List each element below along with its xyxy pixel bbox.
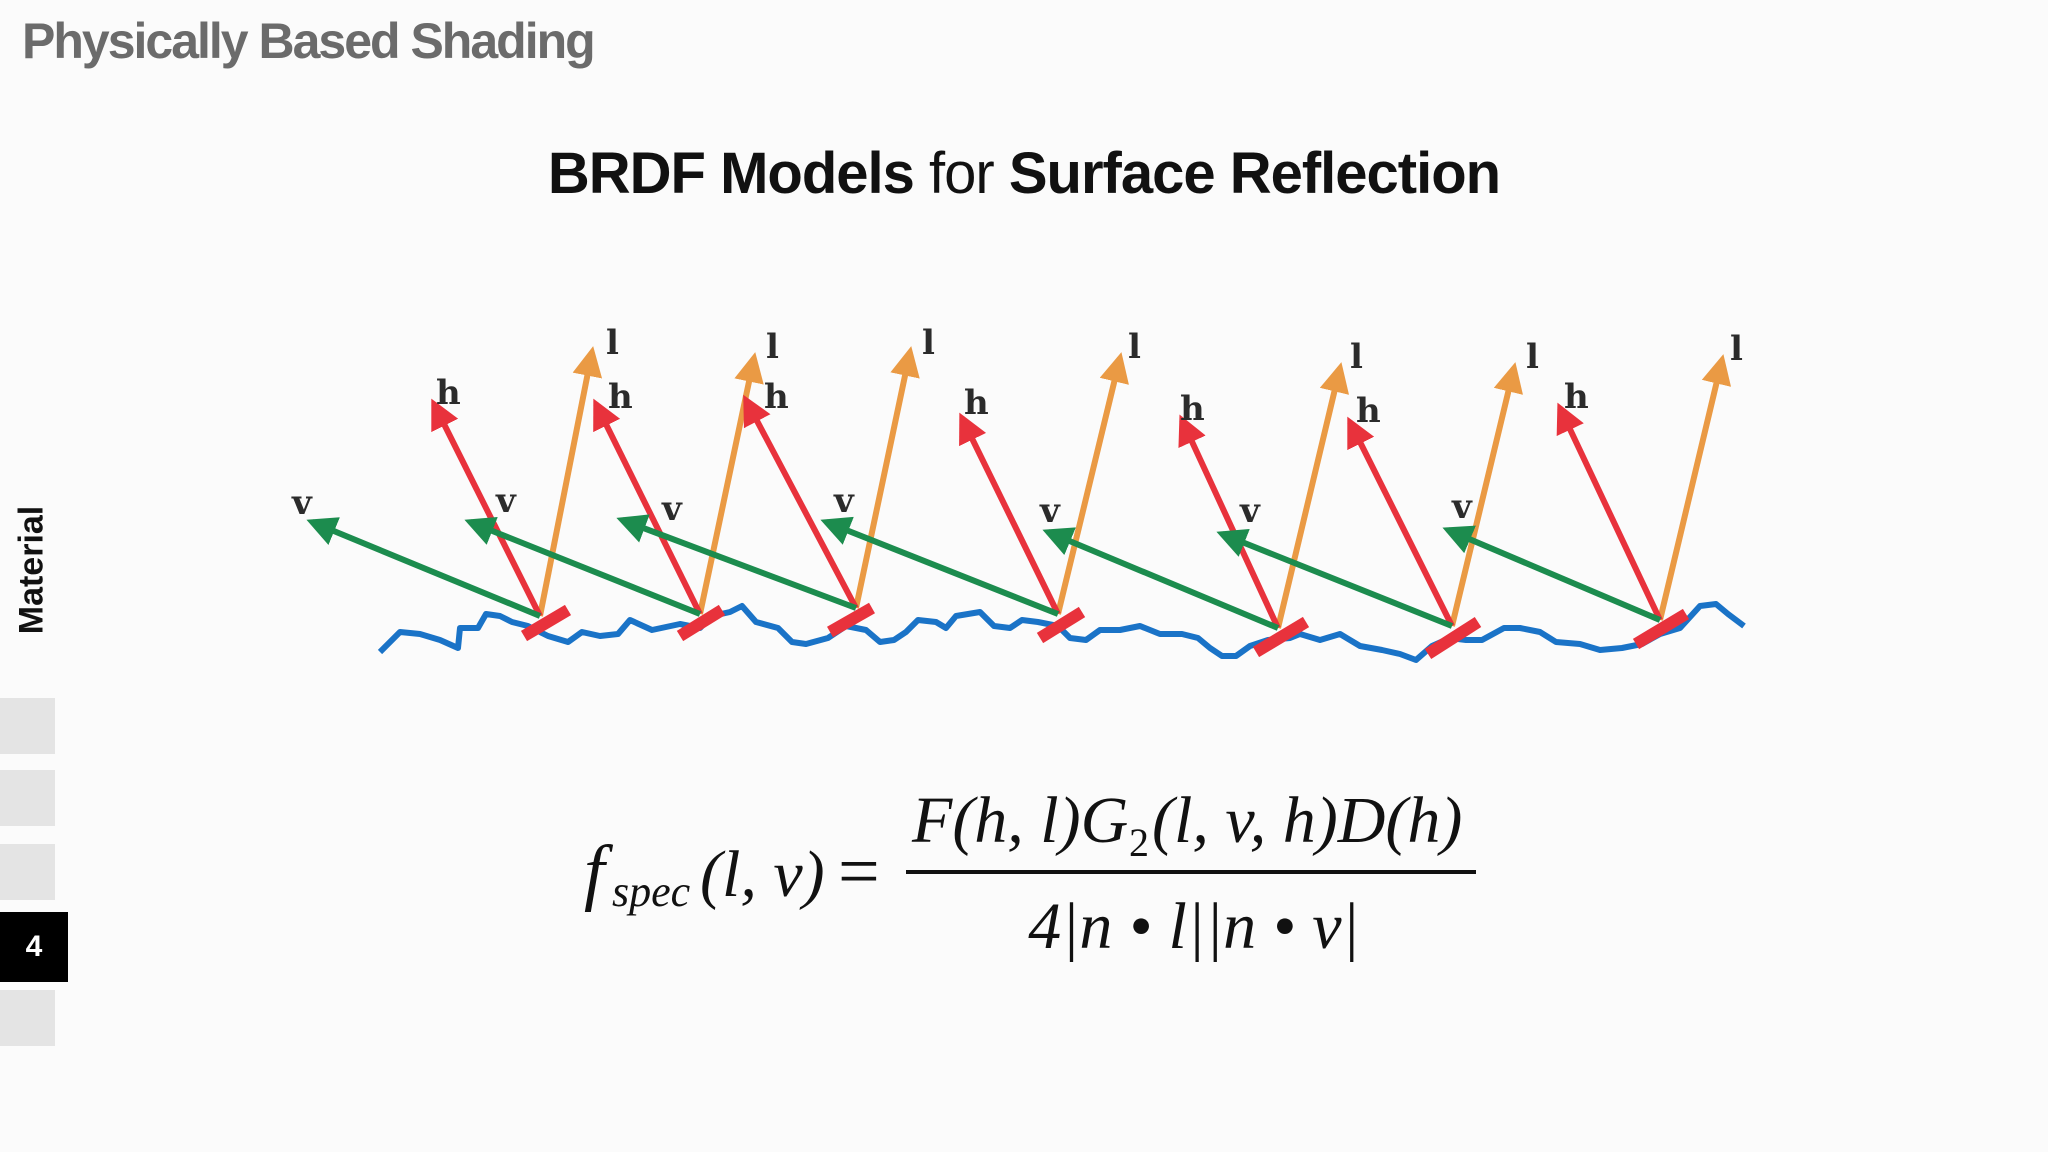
- view-vector-7: [1442, 525, 1662, 623]
- label-v-2: v: [495, 481, 517, 521]
- view-vector-1: [306, 517, 542, 619]
- half-vector-5: [1178, 414, 1281, 630]
- equation-numerator-rest: (l, v, h)D(h): [1152, 784, 1462, 857]
- light-vector-1: [537, 346, 603, 617]
- light-vector-5: [1275, 362, 1350, 629]
- microfacets: [520, 602, 1690, 660]
- label-l-2: l: [766, 327, 779, 367]
- label-l-7: l: [1730, 329, 1743, 369]
- facet-4: [1036, 606, 1086, 644]
- slide-title: BRDF Models for Surface Reflection: [0, 140, 2048, 207]
- title-part-surface: Surface Reflection: [1008, 141, 1501, 206]
- label-v-5: v: [1039, 491, 1061, 531]
- equation-equals: =: [838, 831, 880, 913]
- nav-slide-1[interactable]: [0, 698, 55, 754]
- view-vector-6: [1216, 528, 1454, 629]
- light-vector-3: [853, 346, 920, 609]
- equation-denominator: 4|n • l||n • v|: [1028, 890, 1359, 963]
- facet-6: [1424, 616, 1482, 660]
- half-vectors: [431, 394, 1663, 630]
- half-vector-1: [431, 398, 543, 618]
- nav-slide-5[interactable]: [0, 990, 55, 1046]
- half-vector-2: [593, 398, 703, 616]
- half-vector-6: [1347, 416, 1455, 628]
- label-l-4: l: [1128, 327, 1141, 367]
- view-vector-2: [464, 516, 702, 617]
- light-vectors: [537, 346, 1732, 629]
- facet-2: [676, 604, 726, 642]
- nav-slide-current[interactable]: 4: [0, 912, 68, 982]
- equation-lhs-sub: spec: [612, 867, 691, 916]
- label-h-6: h: [1356, 391, 1381, 431]
- light-vector-4: [1055, 352, 1129, 615]
- label-h-3: h: [764, 377, 789, 417]
- equation-lhs-f: f: [584, 831, 614, 913]
- view-vectors: [306, 514, 1662, 631]
- label-h-2: h: [608, 377, 633, 417]
- label-v-4: v: [833, 481, 855, 521]
- label-l-5: l: [1350, 337, 1363, 377]
- label-l-6: l: [1526, 337, 1539, 377]
- half-vector-7: [1556, 402, 1663, 622]
- facet-3: [827, 602, 875, 638]
- brdf-equation: f spec (l, v) = F(h, l)G 2 (l, v, h)D(h)…: [584, 784, 1476, 963]
- facet-7: [1632, 608, 1690, 650]
- label-h-4: h: [964, 383, 989, 423]
- rough-surface-line: [377, 601, 1746, 663]
- equation-numerator: F(h, l)G: [911, 784, 1128, 857]
- title-part-for: for: [929, 141, 995, 206]
- label-h-1: h: [436, 373, 461, 413]
- label-h-7: h: [1564, 377, 1589, 417]
- nav-slide-3[interactable]: [0, 844, 55, 900]
- facet-5: [1252, 616, 1310, 658]
- label-l-1: l: [606, 323, 619, 363]
- view-vector-4: [820, 516, 1060, 617]
- label-v-7: v: [1451, 487, 1473, 527]
- half-vector-3: [743, 394, 859, 610]
- label-h-5: h: [1180, 389, 1205, 429]
- label-l-3: l: [922, 323, 935, 363]
- equation-numerator-sub: 2: [1129, 820, 1149, 865]
- half-vector-4: [959, 412, 1061, 616]
- deck-title: Physically Based Shading: [22, 13, 596, 69]
- light-vector-2: [697, 352, 764, 615]
- label-v-3: v: [661, 489, 683, 529]
- equation-lhs-args: (l, v): [700, 838, 825, 911]
- label-v-6: v: [1239, 491, 1261, 531]
- view-vector-3: [616, 514, 858, 611]
- label-v-1: v: [291, 483, 313, 523]
- title-part-brdf: BRDF Models: [547, 141, 915, 206]
- light-vector-7: [1657, 354, 1732, 621]
- light-vector-6: [1449, 362, 1523, 627]
- nav-slide-2[interactable]: [0, 770, 55, 826]
- view-vector-5: [1042, 527, 1280, 631]
- vector-labels: l l l l l l l h h h h h h h v v v v v v …: [291, 323, 1743, 531]
- facet-1: [520, 604, 572, 642]
